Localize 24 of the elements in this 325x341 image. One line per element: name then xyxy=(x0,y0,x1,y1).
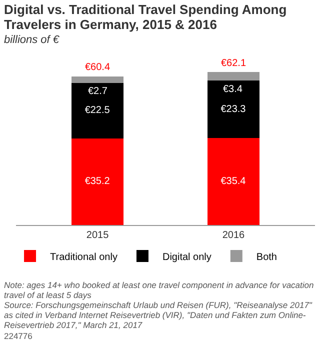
data-label: €23.3 xyxy=(220,104,246,115)
bar xyxy=(208,138,260,225)
bar xyxy=(72,83,124,138)
data-label: €3.4 xyxy=(223,84,243,95)
source-note: Source: Forschungsgemeinschaft Urlaub und Reisen (FUR), "Reiseanalyse 2017" as cited in Verband Internet Reisevertrieb (VIR), "Daten und Fakten zum Online-Reisevertrieb 2017," March 21, 2017 xyxy=(4,300,314,330)
text: 224776 xyxy=(4,331,34,341)
bar xyxy=(208,72,260,81)
legend-label: Digital only xyxy=(162,252,212,263)
chart-title: Digital vs. Traditional Travel Spending Among Travelers in Germany, 2015 & 2016 xyxy=(4,2,288,32)
legend-label: Both xyxy=(256,252,277,263)
total-label: €62.1 xyxy=(221,58,246,69)
legend-label: Traditional only xyxy=(50,252,118,263)
x-tick-label: 2016 xyxy=(222,230,246,241)
data-label: €35.2 xyxy=(84,176,110,188)
data-label: €2.7 xyxy=(88,86,108,97)
bar xyxy=(72,76,124,84)
text: Note: ages 14+ who booked at least one travel component in advance for vacation travel of at least 5 days xyxy=(4,280,315,300)
data-label: €35.4 xyxy=(220,176,246,187)
bar xyxy=(72,138,124,225)
data-label: €22.5 xyxy=(84,105,110,116)
chart-subtitle: billions of € xyxy=(4,34,60,46)
total-label: €60.4 xyxy=(85,62,110,73)
x-tick-label: 2015 xyxy=(86,230,110,241)
bar xyxy=(208,80,260,138)
